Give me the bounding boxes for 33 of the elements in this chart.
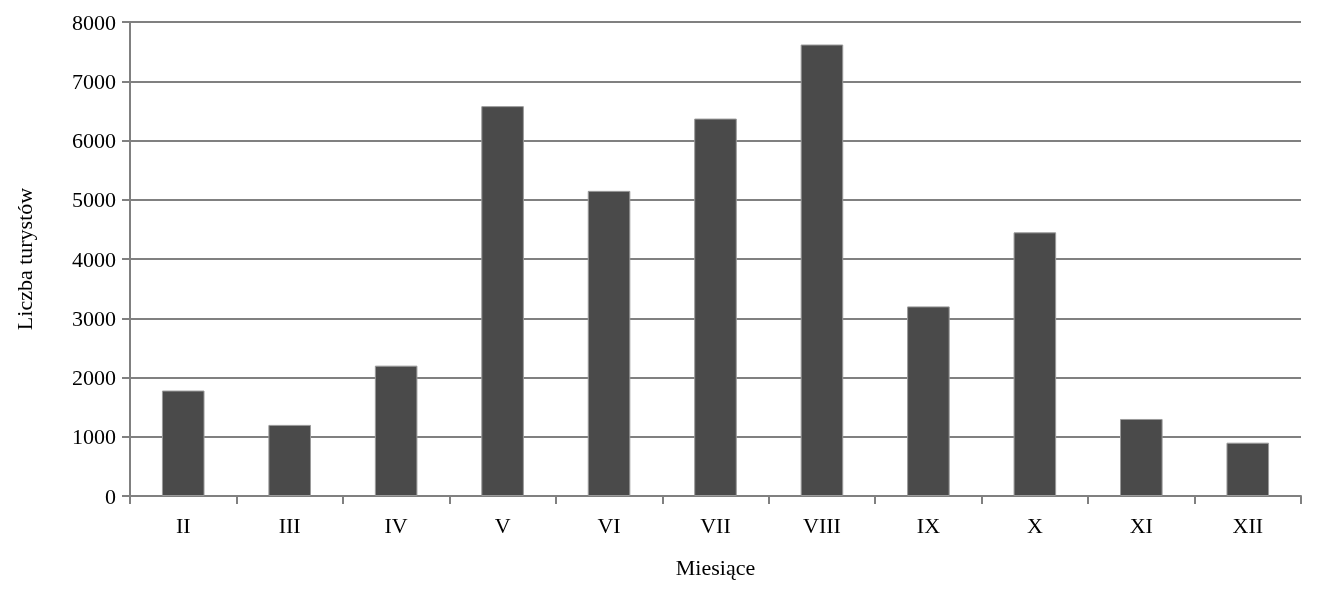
x-tick-label: II — [175, 512, 191, 538]
y-tick-label: 3000 — [72, 305, 116, 331]
x-tick-label: III — [278, 512, 301, 538]
x-tick-label: VI — [597, 512, 621, 538]
y-tick-label: 7000 — [72, 68, 116, 94]
x-tick-label: V — [494, 512, 511, 538]
y-tick-label: 5000 — [72, 187, 116, 213]
bar — [587, 190, 631, 496]
y-tick-label: 4000 — [72, 246, 116, 272]
bar — [161, 390, 205, 496]
bar — [694, 118, 737, 496]
bar — [1120, 418, 1163, 496]
bar — [1013, 232, 1057, 496]
bar — [481, 106, 524, 496]
x-axis-title: Miesiące — [675, 554, 756, 580]
y-tick-label: 8000 — [72, 9, 116, 35]
x-tick-label: VIII — [803, 512, 841, 538]
x-tick-label: IV — [384, 512, 408, 538]
bar — [907, 306, 950, 496]
x-tick-label: XII — [1232, 512, 1264, 538]
bar — [374, 365, 418, 496]
y-tick-label: 6000 — [72, 128, 116, 153]
y-tick-label: 0 — [105, 483, 116, 509]
x-tick-label: XI — [1129, 512, 1153, 538]
bar — [268, 424, 311, 496]
bar — [800, 44, 844, 496]
y-axis-title: Liczba turystów — [11, 187, 37, 331]
x-tick-label: VII — [700, 512, 731, 538]
y-tick-label: 2000 — [72, 365, 116, 390]
x-tick-label: X — [1026, 512, 1043, 538]
x-tick-label: IX — [916, 512, 941, 538]
y-tick-label: 1000 — [72, 424, 116, 450]
bar — [1226, 442, 1270, 496]
